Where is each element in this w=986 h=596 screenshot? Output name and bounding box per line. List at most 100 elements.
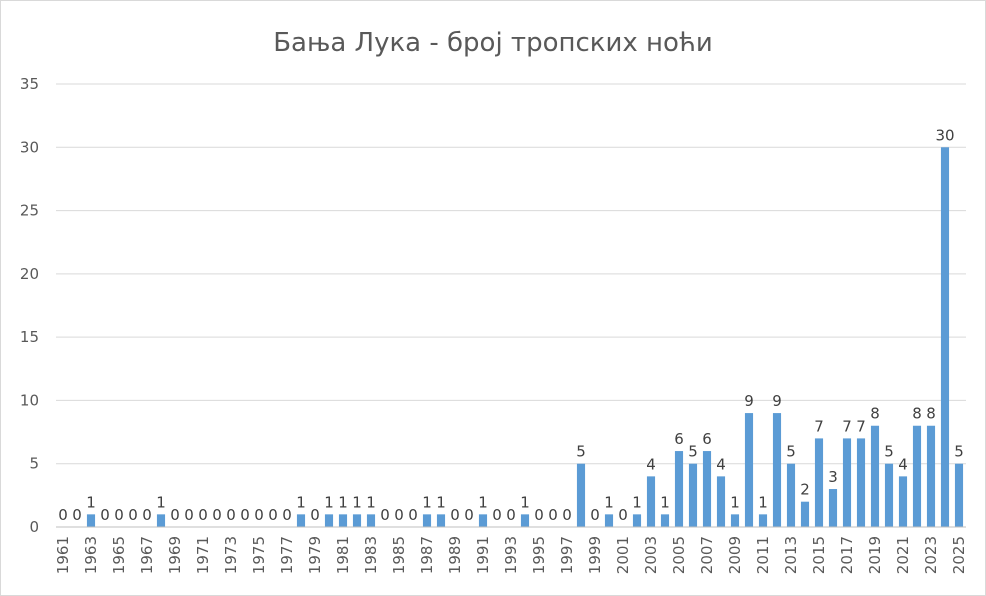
bar bbox=[772, 413, 782, 527]
bar bbox=[576, 463, 586, 527]
bar bbox=[604, 514, 614, 527]
x-tick-label: 2019 bbox=[866, 536, 884, 574]
bar bbox=[940, 147, 950, 528]
data-label: 1 bbox=[730, 493, 740, 511]
data-label: 0 bbox=[226, 506, 236, 524]
data-label: 5 bbox=[884, 443, 894, 461]
data-label: 0 bbox=[212, 506, 222, 524]
bar bbox=[688, 463, 698, 527]
data-label: 0 bbox=[282, 506, 292, 524]
data-label: 1 bbox=[86, 493, 96, 511]
bar bbox=[86, 514, 96, 527]
gridlines bbox=[56, 83, 966, 465]
data-label: 0 bbox=[618, 506, 628, 524]
x-tick-label: 1979 bbox=[306, 536, 324, 574]
bars bbox=[86, 147, 964, 528]
data-label: 0 bbox=[310, 506, 320, 524]
data-label: 0 bbox=[240, 506, 250, 524]
bar bbox=[646, 476, 656, 527]
x-tick-label: 1977 bbox=[278, 536, 296, 574]
data-label: 8 bbox=[870, 405, 880, 423]
x-tick-label: 1999 bbox=[586, 536, 604, 574]
bar bbox=[324, 514, 334, 527]
bar bbox=[926, 425, 936, 527]
data-label: 0 bbox=[450, 506, 460, 524]
y-tick-label: 25 bbox=[20, 202, 39, 220]
y-tick-label: 15 bbox=[20, 328, 39, 346]
data-label: 1 bbox=[338, 493, 348, 511]
x-tick-label: 1983 bbox=[362, 536, 380, 574]
bar bbox=[422, 514, 432, 527]
bar bbox=[758, 514, 768, 527]
data-label: 9 bbox=[772, 392, 782, 410]
bar bbox=[884, 463, 894, 527]
x-tick-label: 2009 bbox=[726, 536, 744, 574]
bar bbox=[632, 514, 642, 527]
data-label: 1 bbox=[366, 493, 376, 511]
data-label: 1 bbox=[758, 493, 768, 511]
data-label: 1 bbox=[296, 493, 306, 511]
bar bbox=[814, 438, 824, 527]
x-tick-label: 2007 bbox=[698, 536, 716, 574]
data-label: 0 bbox=[72, 506, 82, 524]
data-label: 5 bbox=[688, 443, 698, 461]
data-label: 9 bbox=[744, 392, 754, 410]
bar bbox=[870, 425, 880, 527]
bar bbox=[296, 514, 306, 527]
x-tick-label: 1973 bbox=[222, 536, 240, 574]
bar bbox=[520, 514, 530, 527]
bar bbox=[366, 514, 376, 527]
data-label: 1 bbox=[520, 493, 530, 511]
data-label: 4 bbox=[898, 455, 908, 473]
data-label: 3 bbox=[828, 468, 838, 486]
y-tick-label: 30 bbox=[20, 138, 39, 156]
x-tick-label: 2005 bbox=[670, 536, 688, 574]
x-tick-label: 2015 bbox=[810, 536, 828, 574]
x-tick-label: 1971 bbox=[194, 536, 212, 574]
data-label: 0 bbox=[394, 506, 404, 524]
x-tick-label: 1965 bbox=[110, 536, 128, 574]
bar bbox=[856, 438, 866, 527]
bar bbox=[660, 514, 670, 527]
data-label: 1 bbox=[324, 493, 334, 511]
bar bbox=[898, 476, 908, 527]
x-tick-label: 2011 bbox=[754, 536, 772, 574]
x-tick-label: 1997 bbox=[558, 536, 576, 574]
bar bbox=[800, 501, 810, 527]
bar bbox=[912, 425, 922, 527]
data-label: 4 bbox=[646, 455, 656, 473]
x-tick-label: 1995 bbox=[530, 536, 548, 574]
data-label: 0 bbox=[128, 506, 138, 524]
data-label: 0 bbox=[492, 506, 502, 524]
data-label: 7 bbox=[842, 417, 852, 435]
data-label: 1 bbox=[352, 493, 362, 511]
x-tick-label: 2021 bbox=[894, 536, 912, 574]
data-label: 1 bbox=[660, 493, 670, 511]
bar bbox=[842, 438, 852, 527]
data-label: 0 bbox=[464, 506, 474, 524]
data-label: 0 bbox=[254, 506, 264, 524]
data-label: 0 bbox=[548, 506, 558, 524]
bar bbox=[156, 514, 166, 527]
x-tick-label: 1993 bbox=[502, 536, 520, 574]
y-tick-label: 5 bbox=[29, 455, 39, 473]
data-label: 0 bbox=[198, 506, 208, 524]
x-tick-label: 1961 bbox=[54, 536, 72, 574]
y-tick-label: 0 bbox=[29, 518, 39, 536]
y-axis-ticks: 0 5 10 15 20 25 30 35 bbox=[20, 75, 39, 536]
data-label: 0 bbox=[534, 506, 544, 524]
data-label: 2 bbox=[800, 481, 810, 499]
data-label: 1 bbox=[632, 493, 642, 511]
x-tick-label: 2025 bbox=[950, 536, 968, 574]
bar bbox=[716, 476, 726, 527]
x-tick-label: 2003 bbox=[642, 536, 660, 574]
x-tick-label: 1989 bbox=[446, 536, 464, 574]
bar bbox=[954, 463, 964, 527]
data-label: 5 bbox=[786, 443, 796, 461]
chart-title: Бања Лука - број тропских ноћи bbox=[273, 28, 713, 58]
x-tick-label: 2013 bbox=[782, 536, 800, 574]
data-label: 5 bbox=[954, 443, 964, 461]
